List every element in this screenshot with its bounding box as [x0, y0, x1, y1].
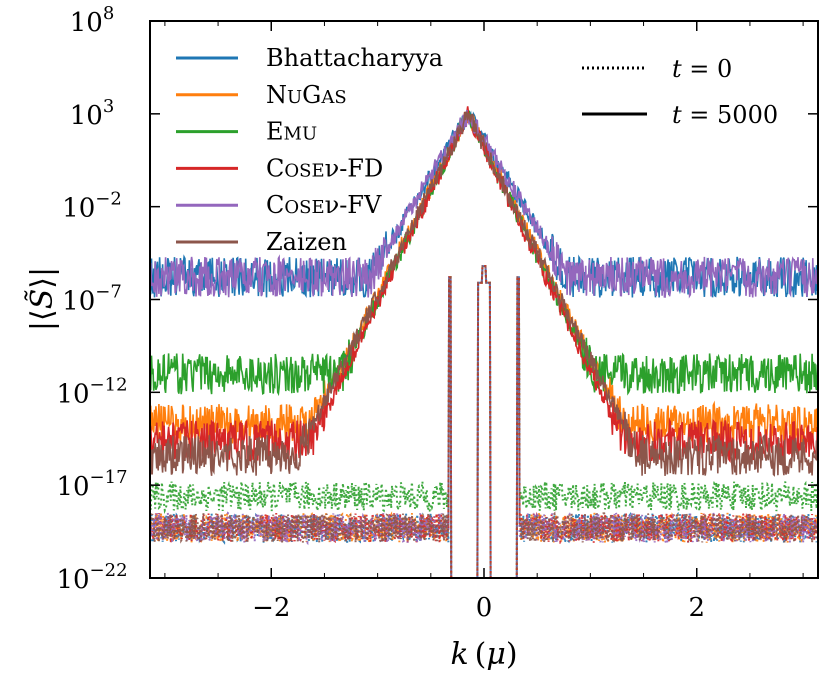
y-tick-label: 10−7: [62, 282, 122, 317]
legend-label-bhattacharyya: Bhattacharyya: [266, 44, 443, 72]
y-tick-label: 10−12: [56, 374, 127, 409]
legend-label-cosenu-fv: COSEν-FV: [266, 191, 382, 219]
legend-label-cosenu-fd: COSEν-FD: [266, 154, 383, 182]
style-legend-layer: t = 0 t = 5000: [582, 55, 778, 129]
legend-label-nugas: NUGAS: [266, 81, 347, 109]
style-legend-label-dotted: t = 0: [672, 55, 732, 83]
x-tick-label: 2: [688, 593, 705, 623]
style-legend-label-solid: t = 5000: [672, 101, 778, 129]
legend-layer: Bhattacharyya NUGAS EMU COSEν-FD COSEν-FV Zai…: [176, 44, 443, 256]
x-tick-label: 0: [476, 593, 493, 623]
y-tick-label: 108: [70, 3, 115, 38]
y-tick-label: 10−17: [56, 467, 127, 502]
legend-label-emu: EMU: [266, 118, 317, 146]
series-cosenu-fd-t5000: [150, 106, 818, 463]
series-zaizen-t5000: [150, 111, 818, 477]
ticks-layer: −2 0 2 10−22 10−17 10−12 10−7 10−2 103 108: [56, 3, 818, 623]
y-tick-label: 10−22: [56, 560, 127, 595]
x-axis-label: k (μ): [450, 637, 517, 672]
y-tick-label: 103: [70, 96, 115, 131]
series-zaizen-t0: [150, 265, 818, 578]
x-tick-label: −2: [252, 593, 290, 623]
y-axis-label: |⟨S̃⟩|: [25, 267, 60, 331]
series-nugas-t0: [150, 265, 818, 578]
y-tick-label: 10−2: [62, 189, 122, 224]
legend-label-zaizen: Zaizen: [266, 228, 347, 256]
series-layer: [150, 106, 818, 578]
